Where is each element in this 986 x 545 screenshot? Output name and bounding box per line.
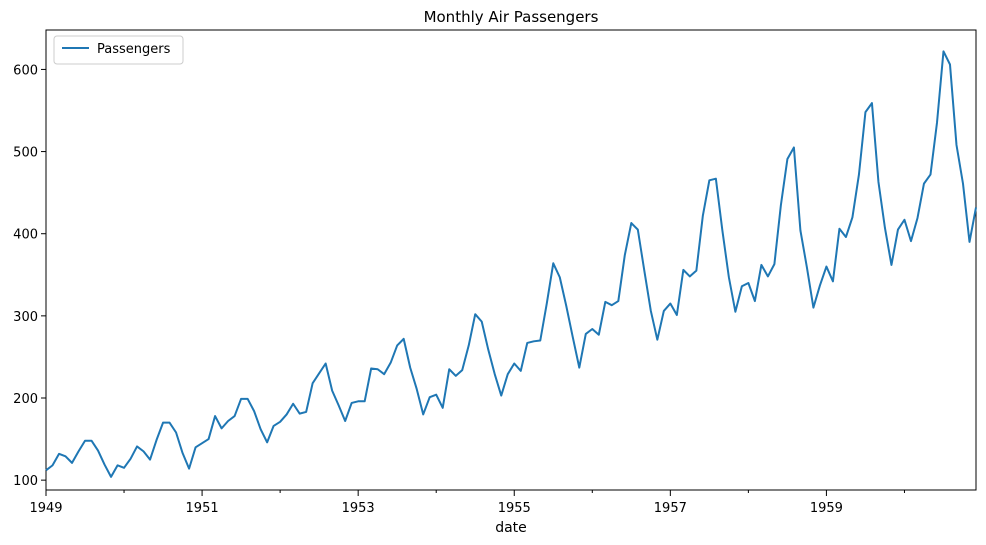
y-tick-label: 400 [13, 228, 38, 243]
legend: Passengers [53, 35, 184, 65]
y-tick-label: 300 [13, 310, 38, 325]
y-axis: 100 200 300 400 500 600 [13, 63, 46, 489]
legend-label-passengers: Passengers [97, 42, 171, 57]
y-tick-label: 100 [13, 474, 38, 489]
x-tick-label: 1955 [498, 501, 531, 516]
legend-box [53, 35, 184, 65]
x-axis-title: date [495, 520, 527, 536]
y-tick-label: 600 [13, 63, 38, 78]
plot-area-frame [45, 29, 977, 491]
x-tick-label: 1959 [810, 501, 843, 516]
y-tick-label: 200 [13, 392, 38, 407]
x-tick-label: 1953 [342, 501, 375, 516]
series-line-passengers [45, 50, 977, 478]
x-axis: 1949 1951 1953 1955 1957 1959 [29, 490, 905, 516]
x-tick-label: 1957 [654, 501, 687, 516]
x-tick-label: 1951 [186, 501, 219, 516]
x-tick-label: 1949 [29, 501, 62, 516]
series-layer [45, 50, 977, 478]
chart-title: Monthly Air Passengers [424, 8, 599, 26]
y-tick-label: 500 [13, 146, 38, 161]
